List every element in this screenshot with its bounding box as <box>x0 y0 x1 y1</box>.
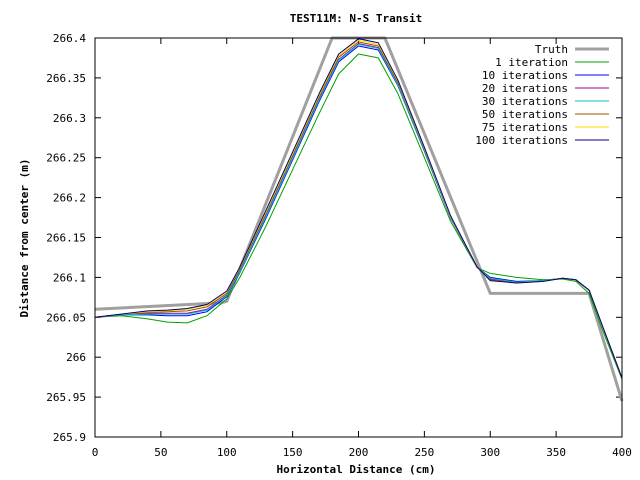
chart-title: TEST11M: N-S Transit <box>290 12 422 25</box>
y-tick-label: 265.95 <box>46 391 86 404</box>
legend-label: 1 iteration <box>495 56 568 69</box>
y-tick-label: 266.2 <box>53 192 86 205</box>
x-tick-label: 0 <box>92 446 99 459</box>
x-tick-label: 350 <box>546 446 566 459</box>
y-tick-label: 266.25 <box>46 152 86 165</box>
y-tick-label: 266.1 <box>53 271 86 284</box>
y-tick-label: 266.4 <box>53 32 86 45</box>
legend-label: 20 iterations <box>482 82 568 95</box>
y-tick-label: 266 <box>66 351 86 364</box>
x-tick-label: 300 <box>480 446 500 459</box>
y-axis-label: Distance from center (m) <box>18 159 31 318</box>
y-tick-label: 266.35 <box>46 72 86 85</box>
legend-label: Truth <box>535 43 568 56</box>
x-tick-label: 400 <box>612 446 632 459</box>
legend-label: 75 iterations <box>482 121 568 134</box>
y-tick-label: 266.05 <box>46 311 86 324</box>
series-line-100-iterations <box>94 38 623 379</box>
legend-label: 50 iterations <box>482 108 568 121</box>
legend-label: 10 iterations <box>482 69 568 82</box>
axis-ticks: 0 50 100 150 200 250 300 350 400 265.9 265.95 266 26… <box>46 32 632 459</box>
x-tick-label: 100 <box>217 446 237 459</box>
plot-frame <box>94 37 623 438</box>
x-tick-label: 200 <box>349 446 369 459</box>
x-tick-label: 50 <box>154 446 167 459</box>
x-axis-label: Horizontal Distance (cm) <box>277 463 436 476</box>
legend-label: 30 iterations <box>482 95 568 108</box>
legend-label: 100 iterations <box>475 134 568 147</box>
x-tick-label: 250 <box>414 446 434 459</box>
y-tick-label: 265.9 <box>53 431 86 444</box>
y-tick-label: 266.3 <box>53 112 86 125</box>
x-tick-label: 150 <box>283 446 303 459</box>
y-tick-label: 266.15 <box>46 232 86 245</box>
